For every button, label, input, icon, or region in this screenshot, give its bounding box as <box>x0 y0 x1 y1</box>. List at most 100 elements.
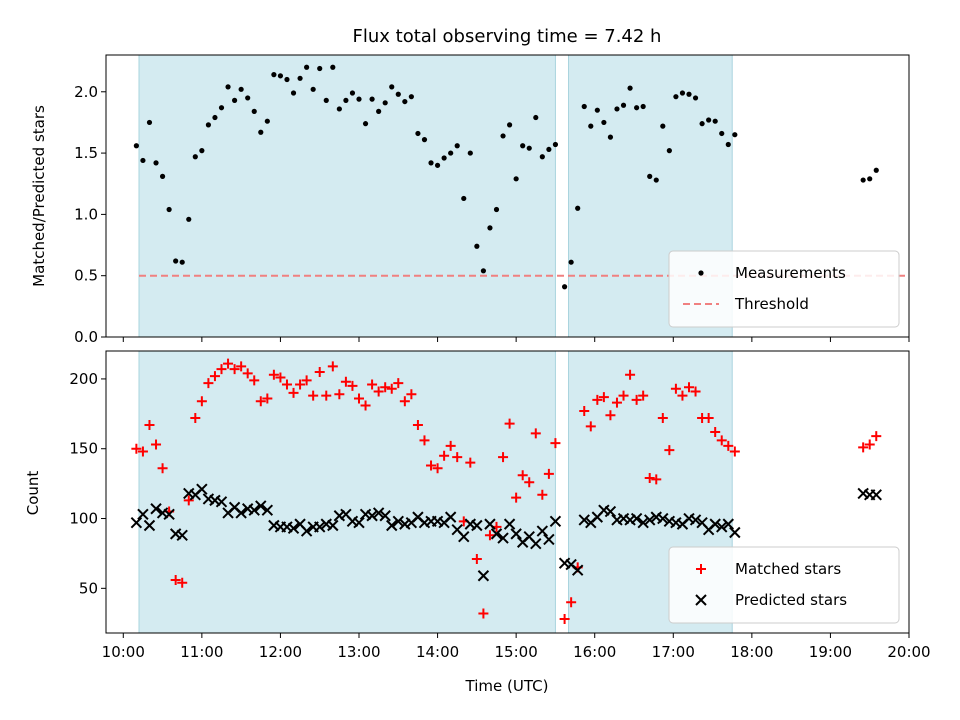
x-tick-label: 19:00 <box>809 643 852 661</box>
matched-star-point <box>432 463 443 474</box>
measurement-point <box>304 64 310 70</box>
matched-star-point <box>670 383 681 394</box>
measurement-point <box>448 150 454 156</box>
top-y-axis-label: Matched/Predicted stars <box>30 105 48 287</box>
matched-star-point <box>262 393 273 404</box>
bottom-y-axis-label: Count <box>24 471 42 516</box>
predicted-star-point <box>503 518 516 530</box>
measurement-point <box>539 154 545 160</box>
predicted-star-point <box>143 519 156 532</box>
measurement-point <box>153 160 159 166</box>
measurement-point <box>614 106 620 112</box>
legend-entry-label: Measurements <box>735 264 846 282</box>
measurement-point <box>634 105 640 111</box>
matched-star-point <box>183 495 194 506</box>
matched-star-point <box>399 396 410 407</box>
predicted-star-point <box>386 519 398 532</box>
predicted-star-point <box>637 517 649 529</box>
matched-star-point <box>275 372 286 383</box>
matched-star-point <box>295 379 306 390</box>
matched-star-point <box>605 410 616 421</box>
measurement-point <box>271 72 277 78</box>
matched-star-point <box>559 614 570 625</box>
measurement-point <box>692 95 699 101</box>
measurement-point <box>212 114 218 121</box>
predicted-star-point <box>261 504 274 516</box>
matched-star-point <box>249 375 260 386</box>
predicted-star-point <box>571 564 584 576</box>
matched-star-point <box>334 389 345 400</box>
measurement-point <box>506 122 513 128</box>
top-legend-box <box>668 250 900 328</box>
predicted-star-point <box>130 517 143 529</box>
matched-star-point <box>858 442 869 453</box>
matched-star-point <box>209 371 220 382</box>
matched-star-point <box>511 492 522 503</box>
measurement-point <box>140 157 146 164</box>
matched-star-point <box>137 446 148 457</box>
legend-entry-label: Matched stars <box>735 560 841 578</box>
matched-star-point <box>690 386 701 397</box>
top-y-tick-label: 1.0 <box>74 205 98 223</box>
matched-star-point <box>716 435 727 446</box>
measurement-point <box>317 65 323 72</box>
measurement-point <box>434 162 441 168</box>
x-tick-label: 16:00 <box>573 643 616 661</box>
predicted-star-point <box>458 530 470 543</box>
predicted-star-point <box>722 518 734 530</box>
predicted-star-point <box>176 529 188 541</box>
matched-star-point <box>406 389 417 400</box>
measurement-point <box>673 94 679 100</box>
matched-star-point <box>393 378 404 389</box>
measurement-point <box>277 73 284 79</box>
measurement-point <box>546 146 552 153</box>
measurement-point <box>133 143 139 149</box>
measurement-point <box>264 118 270 124</box>
matched-star-point <box>439 450 450 461</box>
matched-star-point <box>236 361 247 372</box>
matched-star-point <box>255 396 266 407</box>
measurement-point <box>533 114 539 121</box>
matched-star-point <box>426 460 437 471</box>
matched-star-point <box>170 574 181 585</box>
measurement-point <box>441 155 447 161</box>
measurement-point <box>686 91 692 97</box>
matched-star-point <box>412 419 423 430</box>
measurement-point <box>218 105 225 111</box>
measurement-point <box>607 134 614 140</box>
top-axes-frame <box>105 54 910 338</box>
matched-star-point <box>550 438 561 449</box>
top-y-tick-label: 0.0 <box>74 328 98 346</box>
measurement-point <box>860 177 866 183</box>
bottom-y-tick-label: 50 <box>79 579 98 597</box>
predicted-star-point <box>137 508 149 521</box>
matched-star-point <box>864 439 875 450</box>
measurement-point <box>575 205 581 211</box>
measurement-point <box>192 154 198 160</box>
x-tick-label: 14:00 <box>416 643 459 661</box>
matched-star-point <box>524 477 535 488</box>
measurement-point <box>421 137 428 143</box>
measurement-point <box>402 98 408 105</box>
matched-star-point <box>203 378 214 389</box>
matched-star-point <box>373 386 384 397</box>
measurement-point <box>349 90 356 96</box>
bottom-series-predicted-stars <box>130 483 882 582</box>
measurement-point <box>297 75 303 81</box>
matched-star-point <box>611 397 622 408</box>
measurement-point <box>627 85 633 91</box>
measurement-point <box>493 206 500 213</box>
top-y-tick-label: 1.5 <box>74 144 98 162</box>
matched-star-point <box>657 413 668 424</box>
measurement-point <box>873 167 879 173</box>
measurement-point <box>699 121 705 127</box>
measurement-point <box>520 143 526 149</box>
measurement-point <box>467 150 473 156</box>
predicted-star-point <box>709 518 721 530</box>
measurement-point <box>561 284 568 290</box>
measurement-point <box>310 86 316 92</box>
matched-star-point <box>579 406 590 417</box>
predicted-star-point <box>215 496 228 508</box>
predicted-star-point <box>300 525 313 537</box>
bottom-panel: 50 100 150 200 10:00 11:00 12:00 13:00 14:00 15:0… <box>69 350 931 661</box>
